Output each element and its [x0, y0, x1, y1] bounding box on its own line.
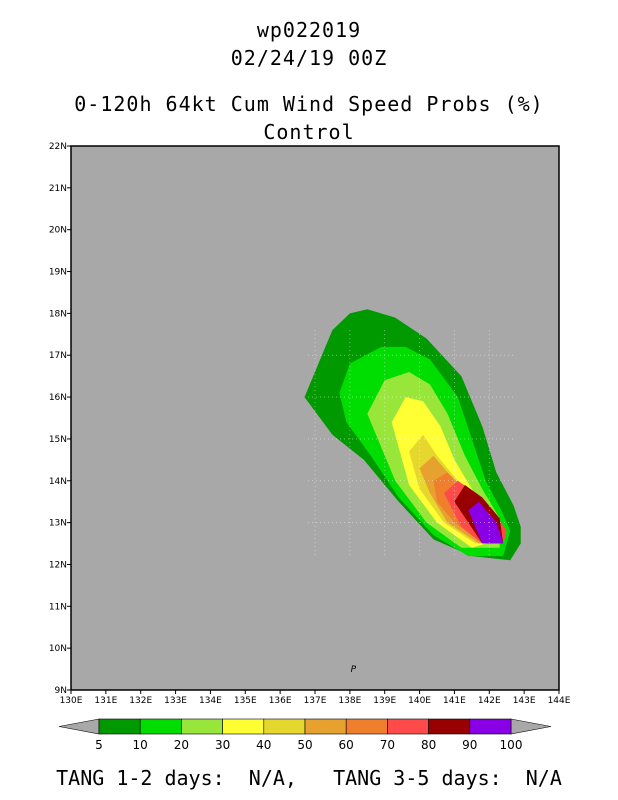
colorbar-label: 80 — [421, 738, 436, 752]
tang-footer: TANG 1-2 days: N/A, TANG 3-5 days: N/A — [0, 766, 618, 790]
colorbar-swatch — [139, 718, 182, 735]
y-axis-ticks: 9N 10N 11N 12N 13N 14N 15N 16N 17N 18N 19N 20N 21N 22… — [49, 142, 71, 696]
colorbar-label: 30 — [215, 738, 230, 752]
y-tick-label: 13N — [49, 519, 67, 529]
colorbar-label: 50 — [297, 738, 312, 752]
colorbar-label: 70 — [380, 738, 395, 752]
y-tick-label: 21N — [49, 184, 67, 194]
x-tick-label: 133E — [164, 696, 187, 706]
y-tick-label: 16N — [49, 393, 67, 403]
x-tick-label: 144E — [548, 696, 571, 706]
y-tick-label: 18N — [49, 309, 67, 319]
x-tick-label: 130E — [60, 696, 83, 706]
y-tick-label: 11N — [49, 602, 67, 612]
position-marker: P — [351, 665, 357, 675]
colorbar-label: 40 — [256, 738, 271, 752]
contour-90-pct — [468, 501, 504, 544]
grid-lines — [308, 330, 514, 557]
x-tick-label: 140E — [408, 696, 431, 706]
y-tick-label: 19N — [49, 268, 67, 278]
colorbar-swatch — [469, 718, 512, 735]
colorbar-swatch — [263, 718, 306, 735]
colorbar-label: 10 — [133, 738, 148, 752]
tang-1-2-value: N/A, — [248, 766, 297, 790]
colorbar-label: 90 — [462, 738, 477, 752]
x-tick-label: 131E — [94, 696, 117, 706]
y-tick-label: 17N — [49, 351, 67, 361]
colorbar-label: 5 — [95, 738, 103, 752]
colorbar-label: 60 — [339, 738, 354, 752]
colorbar-swatch — [222, 718, 265, 735]
colorbar-swatch — [387, 718, 429, 735]
x-tick-label: 139E — [373, 696, 396, 706]
product-title: 0-120h 64kt Cum Wind Speed Probs (%) — [74, 92, 544, 116]
y-tick-label: 22N — [49, 142, 67, 152]
x-axis-ticks: 130E 131E 132E 133E 134E 135E 136E 137E 138E 139E… — [60, 690, 571, 706]
x-tick-label: 143E — [513, 696, 536, 706]
x-tick-label: 142E — [478, 696, 501, 706]
tang-3-5-value: N/A — [525, 766, 562, 790]
x-tick-label: 134E — [199, 696, 222, 706]
probability-contours — [304, 309, 521, 561]
storm-id-title: wp022019 — [256, 18, 362, 42]
x-tick-label: 138E — [338, 696, 361, 706]
y-tick-label: 12N — [49, 560, 67, 570]
colorbar-label: 100 — [500, 738, 523, 752]
tang-3-5-label: TANG 3-5 days: — [333, 766, 502, 790]
probability-map-chart: 130E 131E 132E 133E 134E 135E 136E 137E 138E 139E… — [49, 142, 571, 752]
plot-background — [71, 146, 559, 690]
colorbar-swatch — [345, 718, 388, 735]
colorbar-low-arrow — [58, 718, 100, 735]
y-tick-label: 10N — [49, 644, 67, 654]
colorbar-swatch — [428, 718, 471, 735]
x-tick-label: 137E — [304, 696, 327, 706]
colorbar-label: 20 — [174, 738, 189, 752]
y-tick-label: 9N — [55, 686, 67, 696]
colorbar-swatch — [181, 718, 223, 735]
x-tick-label: 136E — [269, 696, 292, 706]
y-tick-label: 14N — [49, 477, 67, 487]
x-tick-label: 135E — [234, 696, 257, 706]
x-tick-label: 141E — [443, 696, 466, 706]
x-tick-label: 132E — [129, 696, 152, 706]
run-subtitle: Control — [263, 120, 355, 144]
colorbar-high-arrow — [510, 718, 552, 735]
forecast-datetime: 02/24/19 00Z — [230, 46, 388, 70]
y-tick-label: 20N — [49, 226, 67, 236]
tang-1-2-label: TANG 1-2 days: — [56, 766, 225, 790]
y-tick-label: 15N — [49, 435, 67, 445]
colorbar: 5 10 20 30 40 50 60 70 80 90 100 — [58, 718, 552, 752]
colorbar-swatch — [98, 718, 141, 735]
colorbar-swatch — [304, 718, 347, 735]
